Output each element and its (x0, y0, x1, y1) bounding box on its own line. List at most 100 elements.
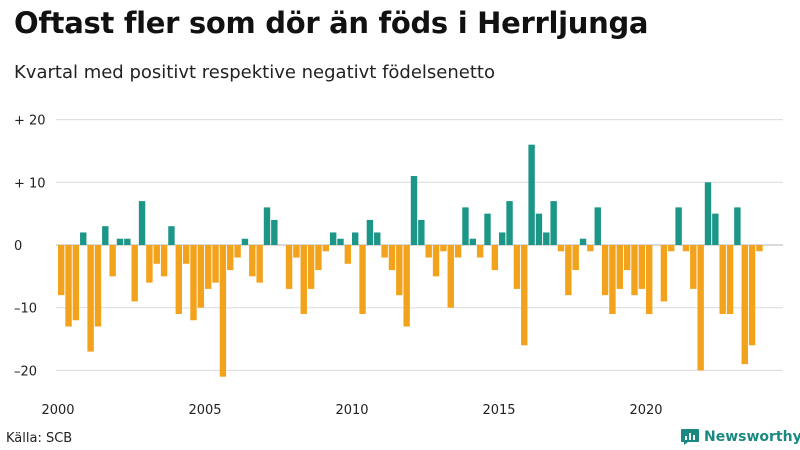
bar (285, 245, 293, 289)
bar (682, 245, 690, 252)
bar (726, 245, 734, 314)
bar (153, 245, 160, 264)
bar (109, 245, 116, 277)
bar (271, 219, 278, 245)
bar (168, 226, 175, 245)
bar (579, 238, 587, 245)
bar (704, 182, 712, 245)
bar (623, 245, 631, 271)
bar (550, 201, 557, 245)
y-tick-label: + 20 (14, 114, 46, 129)
bar (322, 245, 329, 252)
bar (131, 245, 138, 302)
x-tick-label: 2005 (188, 403, 221, 418)
newsworthy-logo-icon (681, 429, 699, 445)
bar (491, 245, 499, 271)
x-tick-label: 2000 (41, 403, 74, 418)
brand-logo: Newsworthy (680, 428, 800, 446)
bar (160, 245, 168, 277)
bar (146, 245, 153, 283)
bar (484, 213, 491, 245)
x-tick-label: 2020 (629, 403, 662, 418)
bar (102, 226, 109, 245)
bar (587, 245, 594, 252)
bar (418, 219, 425, 245)
bar (374, 232, 381, 245)
bar (601, 245, 609, 296)
bar (462, 207, 469, 245)
bar (535, 213, 543, 245)
bar (241, 238, 249, 245)
y-tick-label: + 10 (14, 176, 46, 191)
bar (58, 245, 65, 296)
y-tick-label: –20 (14, 364, 37, 379)
bar (396, 245, 403, 296)
bar (205, 245, 212, 289)
y-tick-label: –10 (14, 302, 37, 317)
x-tick-label: 2015 (482, 403, 515, 418)
source-note: Källa: SCB (6, 431, 73, 446)
bar (359, 245, 366, 314)
bar (646, 245, 653, 314)
bar (219, 245, 227, 377)
y-axis: + 20 + 10 0 –10 –20 (14, 114, 46, 380)
bar (94, 245, 102, 327)
bar (307, 245, 315, 289)
bar (263, 207, 271, 245)
bar (447, 245, 454, 308)
bar (440, 245, 447, 252)
bar (227, 245, 234, 271)
bar (381, 245, 388, 258)
bar (748, 245, 756, 346)
bar (65, 245, 72, 327)
bar (506, 201, 513, 245)
bar (499, 232, 506, 245)
bars (58, 144, 763, 377)
bar (410, 176, 418, 245)
bar (403, 245, 410, 327)
chart-title: Oftast fler som dör än föds i Herrljunga (14, 6, 649, 40)
bar (388, 245, 396, 271)
bar (116, 238, 124, 245)
bar (734, 207, 741, 245)
x-axis: 2000 2005 2010 2015 2020 (41, 403, 662, 418)
bar (337, 238, 344, 245)
chart-subtitle: Kvartal med positivt respektive negativt… (14, 62, 495, 83)
bar (124, 238, 131, 245)
brand-name: Newsworthy (704, 429, 800, 445)
bar (87, 245, 94, 352)
bar (293, 245, 300, 258)
bar (572, 245, 579, 271)
bar (660, 245, 668, 302)
bar (609, 245, 616, 314)
bar (594, 207, 601, 245)
bar (756, 245, 763, 252)
bar (190, 245, 197, 321)
bar (315, 245, 322, 271)
bar (668, 245, 675, 252)
bar (528, 144, 535, 245)
bar (72, 245, 80, 321)
bar (690, 245, 697, 289)
bar (234, 245, 241, 258)
bar (454, 245, 462, 258)
bar (344, 245, 352, 264)
bar (138, 201, 146, 245)
bar (712, 213, 719, 245)
bar (697, 245, 704, 371)
y-tick-label: 0 (14, 239, 22, 254)
bar (425, 245, 432, 258)
bar (565, 245, 572, 296)
bar (631, 245, 638, 296)
bar (175, 245, 182, 314)
x-tick-label: 2010 (335, 403, 368, 418)
bar (616, 245, 623, 289)
bar (476, 245, 484, 258)
bar (197, 245, 205, 308)
bar (521, 245, 528, 346)
bar (741, 245, 748, 365)
bar (352, 232, 359, 245)
bar (469, 238, 476, 245)
bar (256, 245, 263, 283)
